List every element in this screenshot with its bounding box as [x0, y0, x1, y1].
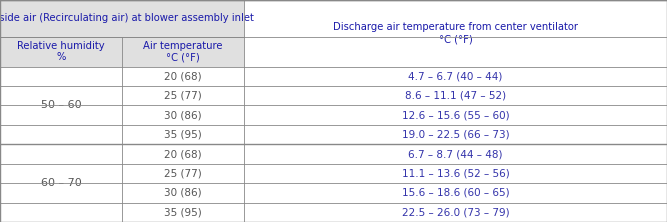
- Bar: [244, 0, 667, 37]
- Text: 50 – 60: 50 – 60: [41, 100, 81, 111]
- Bar: [244, 164, 667, 183]
- Bar: [244, 86, 667, 105]
- Text: 15.6 – 18.6 (60 – 65): 15.6 – 18.6 (60 – 65): [402, 188, 510, 198]
- Bar: [122, 37, 244, 67]
- Text: 6.7 – 8.7 (44 – 48): 6.7 – 8.7 (44 – 48): [408, 149, 503, 159]
- Bar: [122, 164, 244, 183]
- Bar: [0, 0, 244, 37]
- Text: 8.6 – 11.1 (47 – 52): 8.6 – 11.1 (47 – 52): [405, 91, 506, 101]
- Text: 30 (86): 30 (86): [164, 110, 202, 120]
- Bar: [122, 125, 244, 144]
- Text: 19.0 – 22.5 (66 – 73): 19.0 – 22.5 (66 – 73): [402, 130, 510, 140]
- Bar: [122, 105, 244, 125]
- Bar: [0, 67, 122, 144]
- Text: Discharge air temperature from center ventilator
°C (°F): Discharge air temperature from center ve…: [333, 22, 578, 44]
- Bar: [244, 37, 667, 67]
- Bar: [244, 203, 667, 222]
- Text: 20 (68): 20 (68): [164, 71, 202, 81]
- Text: 4.7 – 6.7 (40 – 44): 4.7 – 6.7 (40 – 44): [408, 71, 503, 81]
- Bar: [122, 183, 244, 203]
- Bar: [122, 86, 244, 105]
- Bar: [244, 144, 667, 164]
- Text: 35 (95): 35 (95): [164, 130, 202, 140]
- Text: 12.6 – 15.6 (55 – 60): 12.6 – 15.6 (55 – 60): [402, 110, 510, 120]
- Text: 25 (77): 25 (77): [164, 168, 202, 178]
- Text: 20 (68): 20 (68): [164, 149, 202, 159]
- Text: 22.5 – 26.0 (73 – 79): 22.5 – 26.0 (73 – 79): [402, 207, 510, 217]
- Bar: [122, 203, 244, 222]
- Bar: [122, 67, 244, 86]
- Text: 60 – 70: 60 – 70: [41, 178, 81, 188]
- Text: Relative humidity
%: Relative humidity %: [17, 41, 105, 62]
- Text: 25 (77): 25 (77): [164, 91, 202, 101]
- Bar: [122, 144, 244, 164]
- Text: 35 (95): 35 (95): [164, 207, 202, 217]
- Bar: [244, 125, 667, 144]
- Text: 11.1 – 13.6 (52 – 56): 11.1 – 13.6 (52 – 56): [402, 168, 510, 178]
- Text: Air temperature
°C (°F): Air temperature °C (°F): [143, 41, 223, 62]
- Bar: [244, 183, 667, 203]
- Text: Inside air (Recirculating air) at blower assembly inlet: Inside air (Recirculating air) at blower…: [0, 13, 254, 23]
- Bar: [244, 105, 667, 125]
- Text: 30 (86): 30 (86): [164, 188, 202, 198]
- Bar: [0, 37, 122, 67]
- Bar: [0, 144, 122, 222]
- Bar: [244, 67, 667, 86]
